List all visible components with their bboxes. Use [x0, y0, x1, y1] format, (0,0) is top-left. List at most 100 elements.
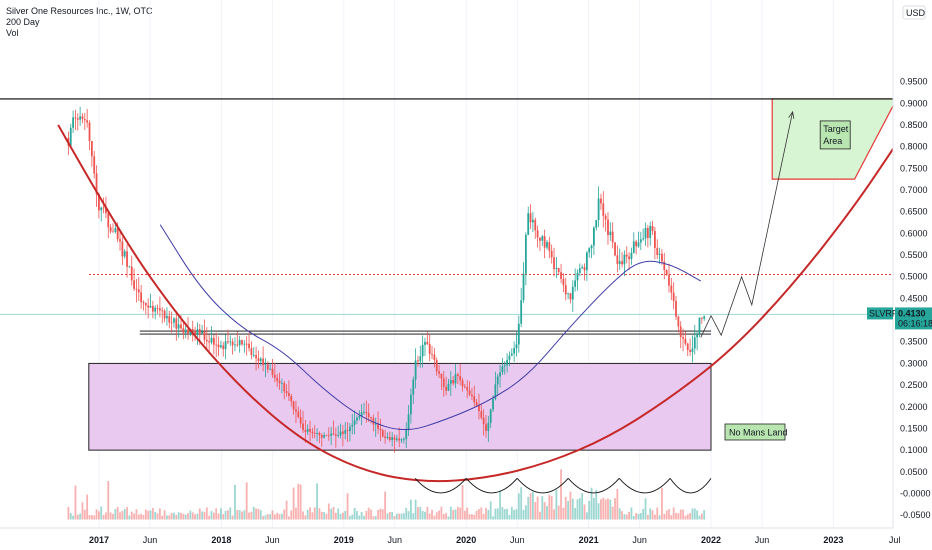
candle-body — [243, 343, 246, 345]
candle-body — [180, 324, 182, 329]
volume-bar — [489, 501, 492, 520]
indicator-volume[interactable]: Vol — [6, 28, 19, 38]
candle-body — [524, 234, 527, 274]
volume-bar — [123, 508, 126, 520]
volume-bar — [510, 506, 513, 520]
candle-body — [454, 374, 457, 384]
volume-bar — [494, 508, 497, 520]
volume-bar — [379, 508, 382, 520]
candle-body — [398, 438, 401, 441]
candle-body — [360, 412, 363, 417]
volume-bar — [168, 515, 171, 520]
volume-bar — [499, 490, 501, 520]
volume-bar — [635, 513, 638, 520]
price-tick-label: -0.0000 — [900, 489, 931, 499]
candle-body — [316, 432, 318, 434]
candle-body — [609, 231, 612, 236]
volume-bar — [112, 513, 114, 520]
candle-body — [76, 118, 79, 120]
candle-body — [182, 328, 185, 333]
chart-legend: Silver One Resources Inc., 1W, OTC 200 D… — [6, 6, 153, 39]
volume-bar — [682, 509, 684, 520]
time-tick-label: Jun — [388, 535, 403, 545]
candle-body — [658, 253, 661, 255]
candle-body — [536, 230, 539, 238]
volume-bar — [442, 513, 445, 520]
price-tick-label: 0.7000 — [900, 185, 928, 195]
volume-bar — [304, 515, 307, 520]
candle-body — [194, 330, 196, 334]
candle-body — [278, 380, 281, 384]
candle-body — [126, 251, 128, 267]
volume-bar — [69, 513, 72, 520]
volume-bar — [424, 511, 426, 520]
volume-bar — [590, 487, 593, 520]
volume-bar — [154, 511, 157, 520]
volume-bar — [515, 509, 518, 520]
candle-body — [158, 308, 161, 311]
volume-bar — [76, 514, 79, 520]
volume-bar — [513, 509, 516, 520]
candle-body — [665, 269, 668, 276]
volume-bar — [264, 515, 267, 520]
candle-body — [696, 333, 699, 338]
candle-body — [245, 343, 248, 345]
volume-bar — [332, 507, 335, 520]
volume-bar — [670, 515, 673, 520]
volume-bar — [137, 514, 140, 520]
candle-body — [121, 241, 124, 257]
indicator-200-day[interactable]: 200 Day — [6, 17, 40, 27]
candle-body — [90, 140, 93, 157]
price-tick-label: 0.1500 — [900, 423, 928, 433]
candle-body — [468, 390, 471, 395]
volume-bar — [445, 513, 448, 520]
volume-bar — [646, 514, 649, 520]
candle-body — [684, 338, 687, 344]
volume-bar — [229, 507, 232, 520]
volume-bar — [238, 510, 241, 520]
projection-arrowhead — [788, 110, 795, 119]
candle-body — [346, 430, 349, 432]
volume-bar — [656, 507, 659, 520]
candle-body — [433, 354, 436, 361]
time-axis[interactable]: 2017 Jun 2018 Jun 2019 Jun 2020 Jun 2021 Jun 2022 J… — [0, 527, 932, 550]
candle-body — [334, 434, 337, 436]
candle-body — [276, 377, 279, 381]
volume-bar — [323, 512, 326, 520]
volume-bar — [524, 505, 527, 520]
volume-bar — [456, 506, 459, 520]
candle-body — [372, 418, 375, 425]
volume-bar — [339, 513, 342, 520]
candle-body — [74, 117, 77, 119]
volume-bar — [473, 514, 476, 520]
volume-bar — [693, 508, 696, 520]
price-axis[interactable]: 0.9500 0.9000 0.8500 0.8000 0.7500 0.7000 0.65… — [867, 0, 932, 550]
volume-bar — [349, 516, 351, 520]
volume-bar — [447, 516, 450, 520]
no-mans-land-label: No Mans Land — [729, 428, 788, 438]
currency-box — [902, 5, 926, 20]
candle-body — [611, 231, 614, 243]
candle-body — [414, 360, 417, 380]
volume-bar — [475, 510, 478, 520]
no-mans-land-label-box — [724, 423, 786, 441]
volume-bar — [351, 514, 354, 520]
volume-bar — [252, 506, 255, 520]
candle-body — [241, 340, 243, 345]
projection-path — [700, 111, 793, 338]
candle-body — [142, 302, 145, 304]
candle-body — [569, 293, 572, 300]
candle-body — [597, 198, 600, 220]
volume-bar — [81, 502, 84, 520]
candle-body — [534, 219, 537, 231]
volume-bar — [309, 507, 311, 520]
volume-bar — [173, 512, 175, 520]
volume-bar — [271, 510, 274, 520]
volume-bar — [407, 511, 410, 520]
candle-body — [105, 208, 107, 214]
candle-body — [426, 341, 429, 344]
candle-body — [410, 394, 412, 415]
candle-body — [266, 364, 269, 370]
volume-bar — [365, 510, 368, 520]
